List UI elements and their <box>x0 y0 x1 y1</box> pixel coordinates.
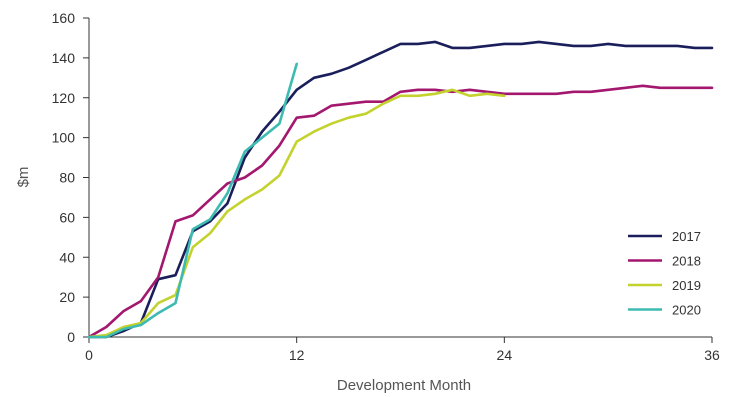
y-tick-label: 100 <box>52 130 76 146</box>
y-axis-title: $m <box>15 167 32 188</box>
series-line-2020 <box>87 62 299 339</box>
x-tick-label: 12 <box>289 347 305 363</box>
series-lines <box>87 40 714 339</box>
y-tick-label: 60 <box>59 209 75 225</box>
y-axis-ticks: 0 20 40 60 80 100 120 140 160 <box>52 10 89 345</box>
y-tick-label: 0 <box>67 329 75 345</box>
series-line-2018 <box>87 84 714 339</box>
x-tick-label: 24 <box>497 347 513 363</box>
x-axis-ticks: 0 12 24 36 <box>85 337 720 363</box>
y-tick-label: 160 <box>52 10 76 26</box>
legend-label-2019: 2019 <box>672 278 701 293</box>
legend: 2017 2018 2019 2020 <box>628 229 701 318</box>
x-tick-label: 0 <box>85 347 93 363</box>
y-tick-label: 40 <box>59 249 75 265</box>
legend-label-2018: 2018 <box>672 254 701 269</box>
x-tick-label: 36 <box>704 347 720 363</box>
y-tick-label: 120 <box>52 90 76 106</box>
series-line-2019 <box>87 88 506 339</box>
x-axis-title: Development Month <box>337 377 471 394</box>
y-tick-label: 140 <box>52 50 76 66</box>
y-tick-label: 20 <box>59 289 75 305</box>
series-line-2017 <box>87 40 714 339</box>
chart-axes <box>88 18 712 338</box>
y-tick-label: 80 <box>59 170 75 186</box>
legend-label-2020: 2020 <box>672 303 701 318</box>
legend-label-2017: 2017 <box>672 229 701 244</box>
